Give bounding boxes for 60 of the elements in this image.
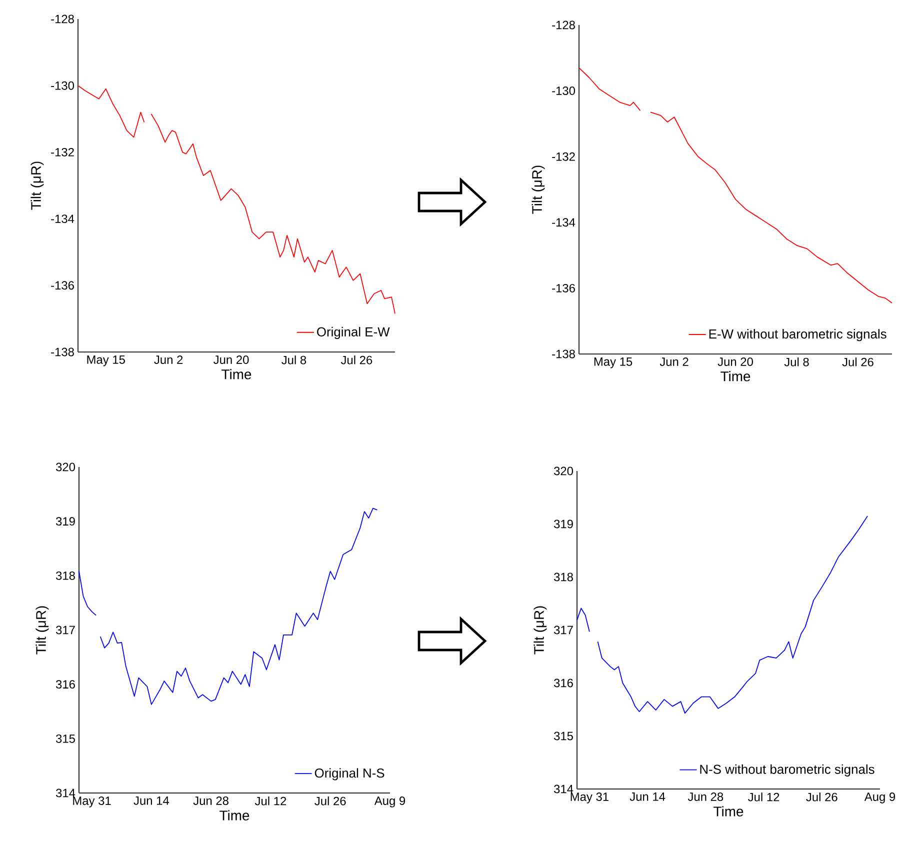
y-tick-label: -130 [51, 81, 74, 90]
x-tick-label: Jun 20 [718, 358, 753, 366]
x-tick-label: Aug 9 [374, 796, 406, 808]
legend-label: Original E-W [317, 326, 390, 340]
x-tick-label: Jun 28 [688, 792, 724, 801]
x-tick-label: Jul 26 [340, 356, 372, 364]
x-tick-label: May 15 [594, 358, 632, 368]
y-tick-label: -132 [51, 148, 74, 156]
x-tick-label: Jun 28 [193, 796, 228, 805]
y-tick-label: 317 [56, 626, 75, 634]
y-tick-label: 320 [56, 462, 76, 472]
y-axis-title: Tilt (μR) [30, 162, 44, 210]
y-tick-label: 316 [554, 678, 573, 688]
legend-label: E-W without barometric signals [709, 329, 886, 342]
y-tick-label: 319 [56, 517, 75, 526]
x-tick-label: Jun 2 [154, 356, 183, 364]
y-tick-label: -128 [552, 20, 575, 30]
x-axis-title: Time [714, 806, 744, 816]
y-tick-label: 318 [554, 572, 573, 582]
x-tick-label: May 31 [570, 792, 608, 804]
y-tick-label: 316 [56, 680, 75, 689]
y-tick-label: 314 [56, 788, 76, 798]
x-tick-label: May 31 [73, 796, 111, 808]
y-tick-label: -134 [51, 214, 74, 224]
y-axis-title: Tilt (μR) [36, 606, 49, 654]
x-tick-label: Jul 26 [842, 358, 874, 366]
x-tick-label: Jun 2 [660, 358, 688, 366]
x-tick-label: May 15 [87, 356, 125, 366]
legend-label: N-S without barometric signals [700, 764, 874, 776]
y-tick-label: -138 [552, 350, 575, 358]
y-tick-label: 314 [554, 784, 574, 794]
y-tick-label: 319 [554, 520, 573, 528]
y-tick-label: 320 [554, 466, 574, 476]
x-tick-label: Aug 9 [864, 792, 896, 804]
y-tick-label: 315 [554, 732, 573, 740]
x-axis-title: Time [220, 810, 250, 820]
y-tick-label: -138 [51, 348, 74, 356]
x-tick-label: Jul 8 [784, 358, 809, 366]
x-tick-label: Jun 20 [214, 356, 249, 364]
y-axis-title: Tilt (μR) [532, 166, 545, 214]
x-tick-label: Jul 26 [806, 792, 838, 802]
y-tick-label: -132 [552, 152, 575, 161]
x-tick-label: Jul 8 [282, 356, 306, 364]
y-tick-label: -136 [552, 284, 575, 292]
y-axis-title: Tilt (μR) [534, 606, 547, 654]
y-tick-label: -130 [552, 86, 576, 96]
x-tick-label: Jun 14 [630, 792, 666, 801]
x-tick-label: Jul 26 [314, 796, 346, 806]
y-tick-label: -134 [552, 218, 576, 227]
y-tick-label: 318 [56, 571, 75, 580]
x-tick-label: Jul 12 [254, 796, 286, 806]
y-tick-label: -128 [51, 14, 74, 24]
y-tick-label: 317 [554, 626, 573, 634]
x-axis-title: Time [720, 371, 750, 382]
y-tick-label: 315 [56, 734, 75, 743]
x-tick-label: Jul 12 [748, 792, 780, 802]
legend-label: Original N-S [314, 768, 384, 780]
y-tick-label: -136 [51, 281, 74, 290]
x-tick-label: Jun 14 [134, 796, 170, 805]
x-axis-title: Time [222, 369, 252, 380]
